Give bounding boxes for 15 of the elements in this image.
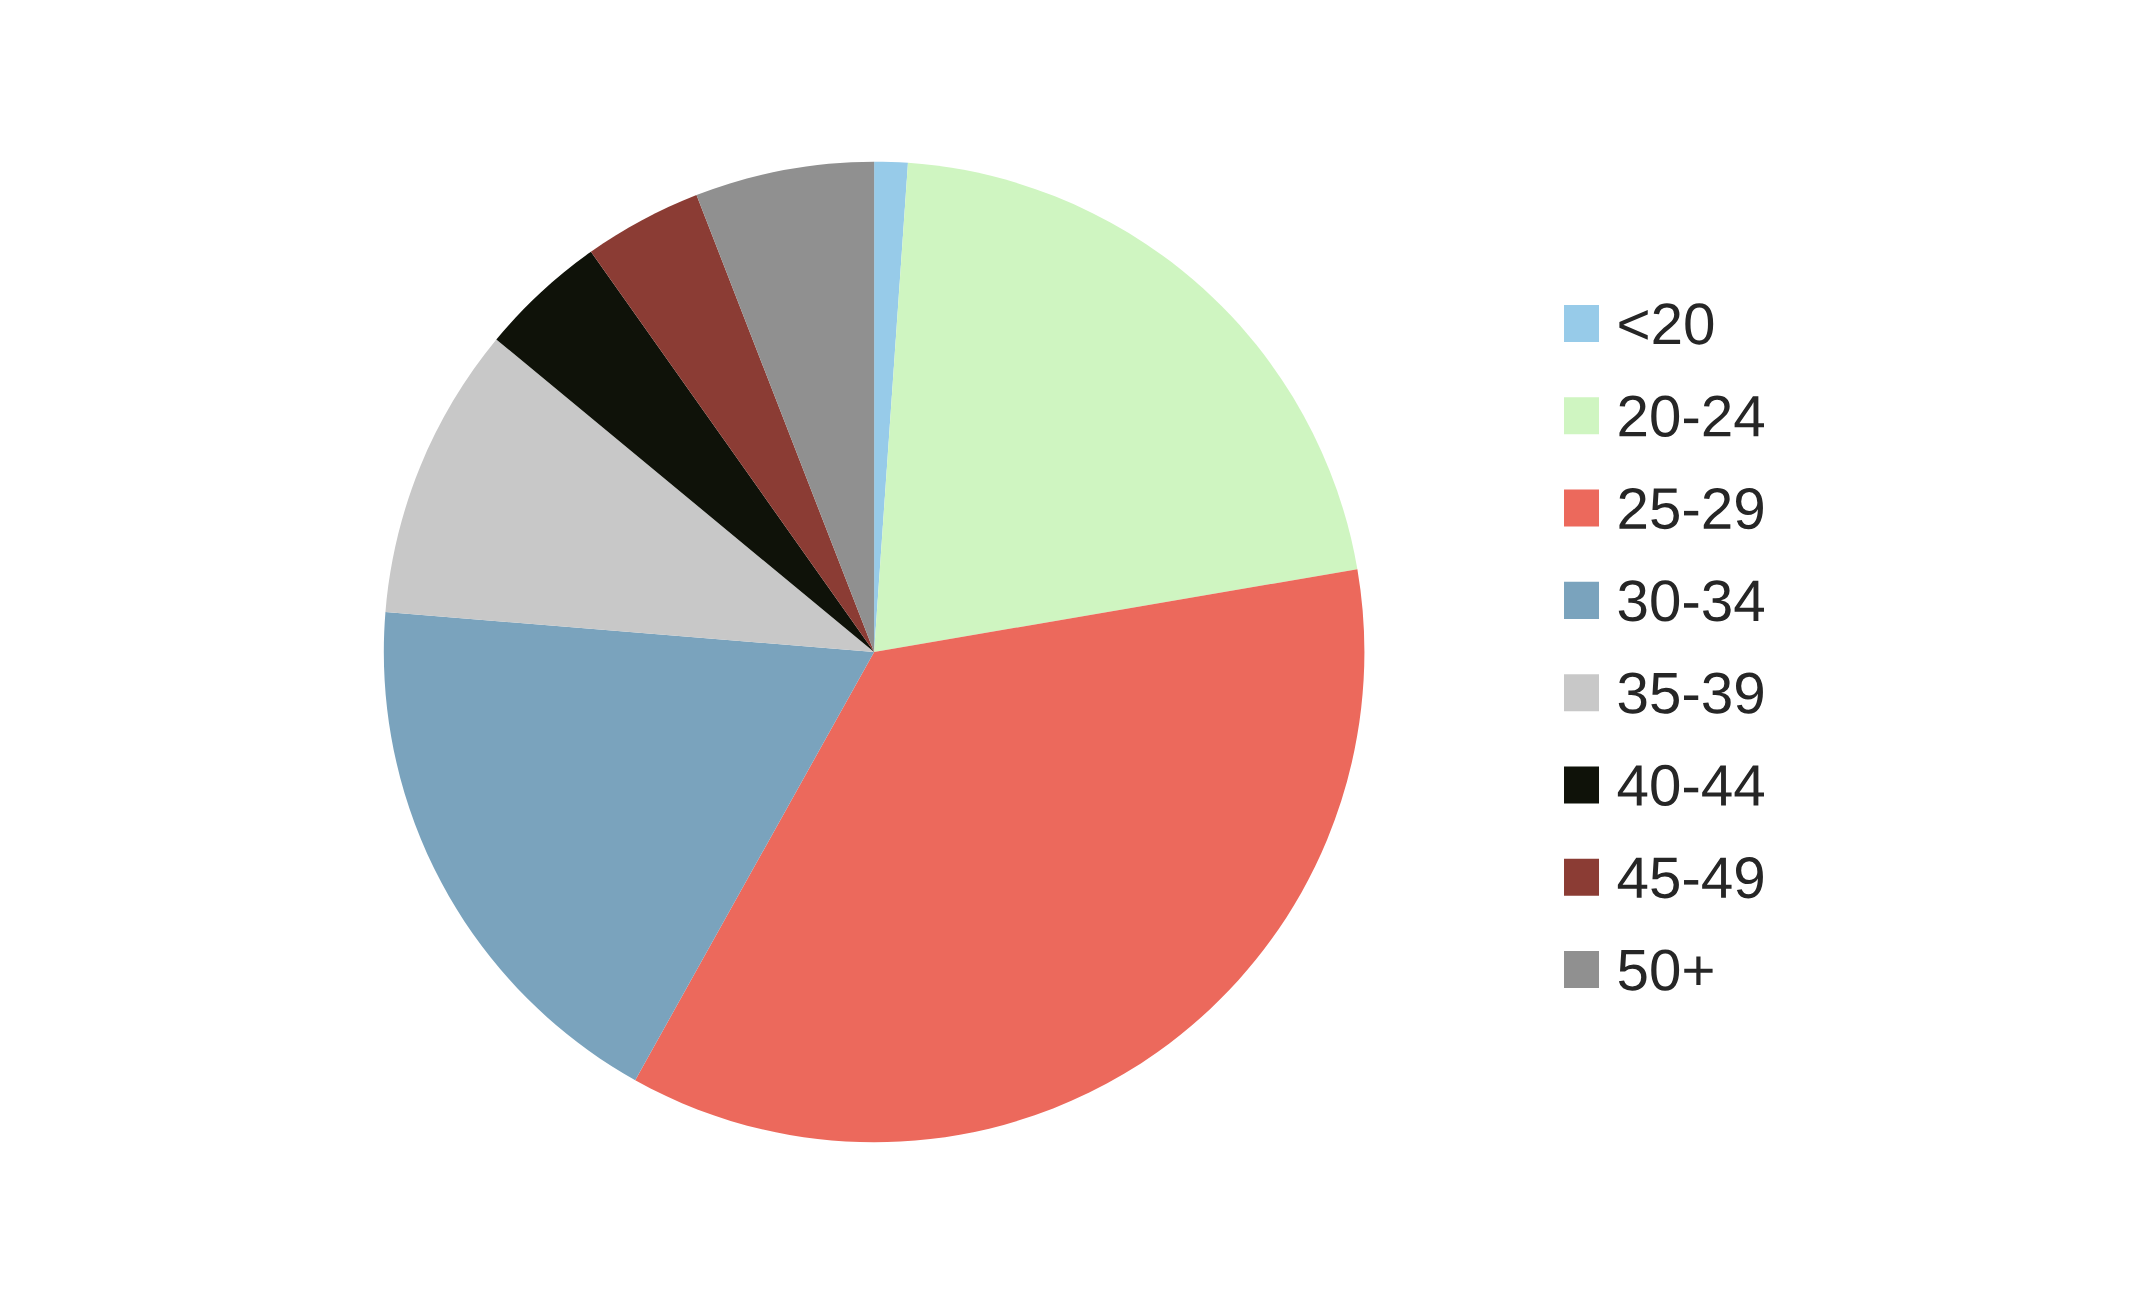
pie-slice [383, 612, 875, 1081]
legend-label: 25-29 [1619, 487, 1763, 530]
pie-slice [590, 195, 875, 652]
pie-slice [874, 162, 1358, 652]
legend-label: 45-49 [1617, 857, 1763, 899]
legend-label: 40-44 [1617, 764, 1764, 807]
pie-slice [696, 161, 875, 652]
pie-slice [496, 251, 875, 652]
legend-label: 35-39 [1618, 672, 1763, 714]
legend-label: <20 [1619, 303, 1714, 345]
pie-slice [635, 569, 1365, 1143]
pie-slice [385, 339, 875, 652]
legend-label: 50+ [1618, 949, 1713, 991]
legend-label: 20-24 [1619, 395, 1764, 437]
legend-label: 30-34 [1618, 580, 1764, 622]
